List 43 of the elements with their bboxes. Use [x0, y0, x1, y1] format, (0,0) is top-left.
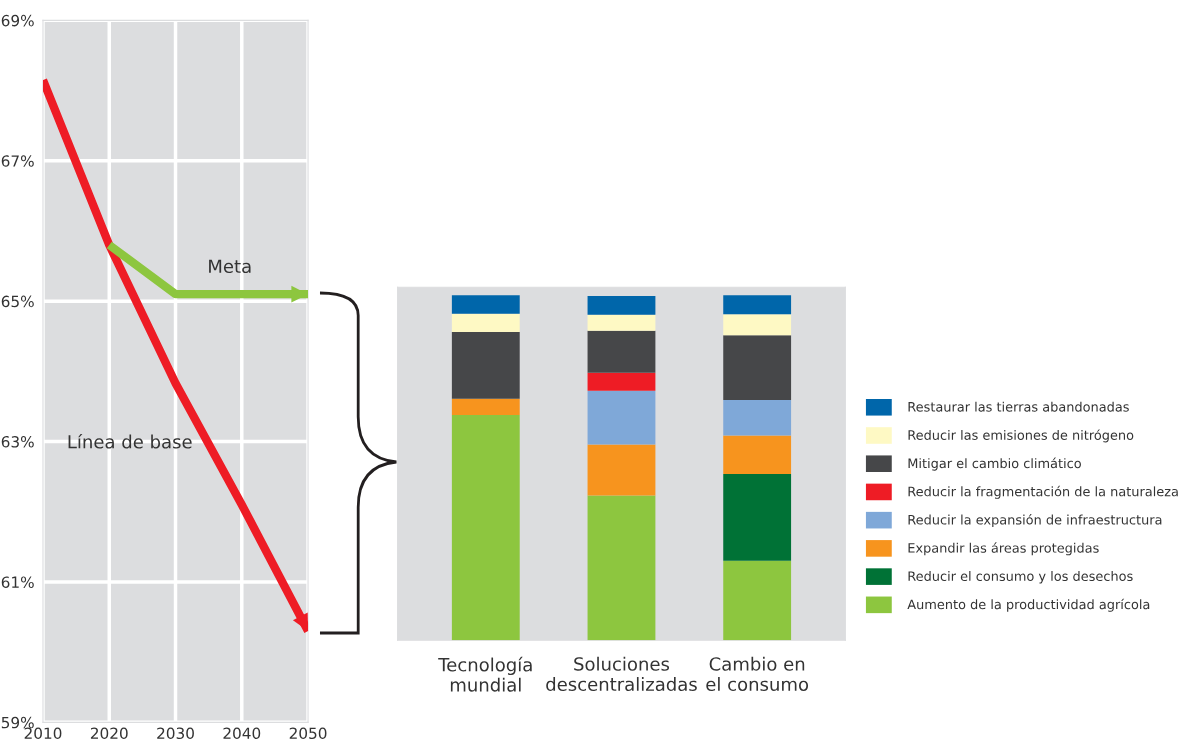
- bar: [587, 444, 656, 496]
- bar: [451, 398, 520, 415]
- x-tick-label: 2020: [90, 727, 128, 740]
- legend-label: Aumento de la productividad agrícola: [907, 598, 1150, 612]
- bar: [451, 313, 520, 333]
- bar: [587, 314, 656, 331]
- y-tick-label: 67%: [1, 155, 34, 167]
- bar: [723, 560, 792, 641]
- legend-label: Reducir la expansión de infraestructura: [908, 514, 1162, 528]
- bar: [587, 390, 656, 445]
- x-tick-label: Cambio en el consumo: [706, 656, 809, 692]
- annotation: Meta: [209, 259, 251, 274]
- bar: [451, 332, 520, 399]
- bar: [451, 414, 520, 641]
- bar: [451, 295, 520, 314]
- x-tick-label: 2010: [24, 727, 62, 740]
- bar: [587, 295, 656, 315]
- legend-label: Reducir las emisiones de nitrógeno: [908, 429, 1134, 443]
- y-tick-label: 59%: [1, 716, 34, 729]
- bar: [723, 314, 792, 336]
- legend-label: Reducir el consumo y los desechos: [908, 571, 1133, 584]
- legend-label: Expandir las áreas protegidas: [908, 542, 1099, 556]
- y-tick-label: 65%: [1, 295, 34, 308]
- bar: [723, 435, 792, 474]
- x-tick-label: Soluciones descentralizadas: [546, 656, 697, 692]
- legend-label: Reducir la fragmentación de la naturaleza: [908, 485, 1178, 499]
- x-tick-label: 2040: [223, 727, 261, 740]
- x-tick-label: 2030: [157, 727, 194, 740]
- bar: [723, 295, 792, 315]
- y-tick-label: 69%: [1, 14, 34, 27]
- bar: [723, 473, 792, 561]
- annotation: Línea de base: [68, 433, 192, 449]
- legend-label: Restaurar las tierras abandonadas: [908, 401, 1129, 412]
- x-tick-label: 2050: [289, 727, 327, 740]
- y-tick-label: 61%: [1, 576, 34, 588]
- y-tick-label: 63%: [1, 436, 34, 448]
- bar: [587, 495, 656, 641]
- bar: [587, 330, 656, 373]
- bar: [723, 400, 792, 436]
- bar: [587, 372, 656, 391]
- legend-label: Mitigar el cambio climático: [908, 457, 1081, 471]
- bar: [723, 335, 792, 401]
- x-tick-label: Tecnología mundial: [438, 656, 532, 692]
